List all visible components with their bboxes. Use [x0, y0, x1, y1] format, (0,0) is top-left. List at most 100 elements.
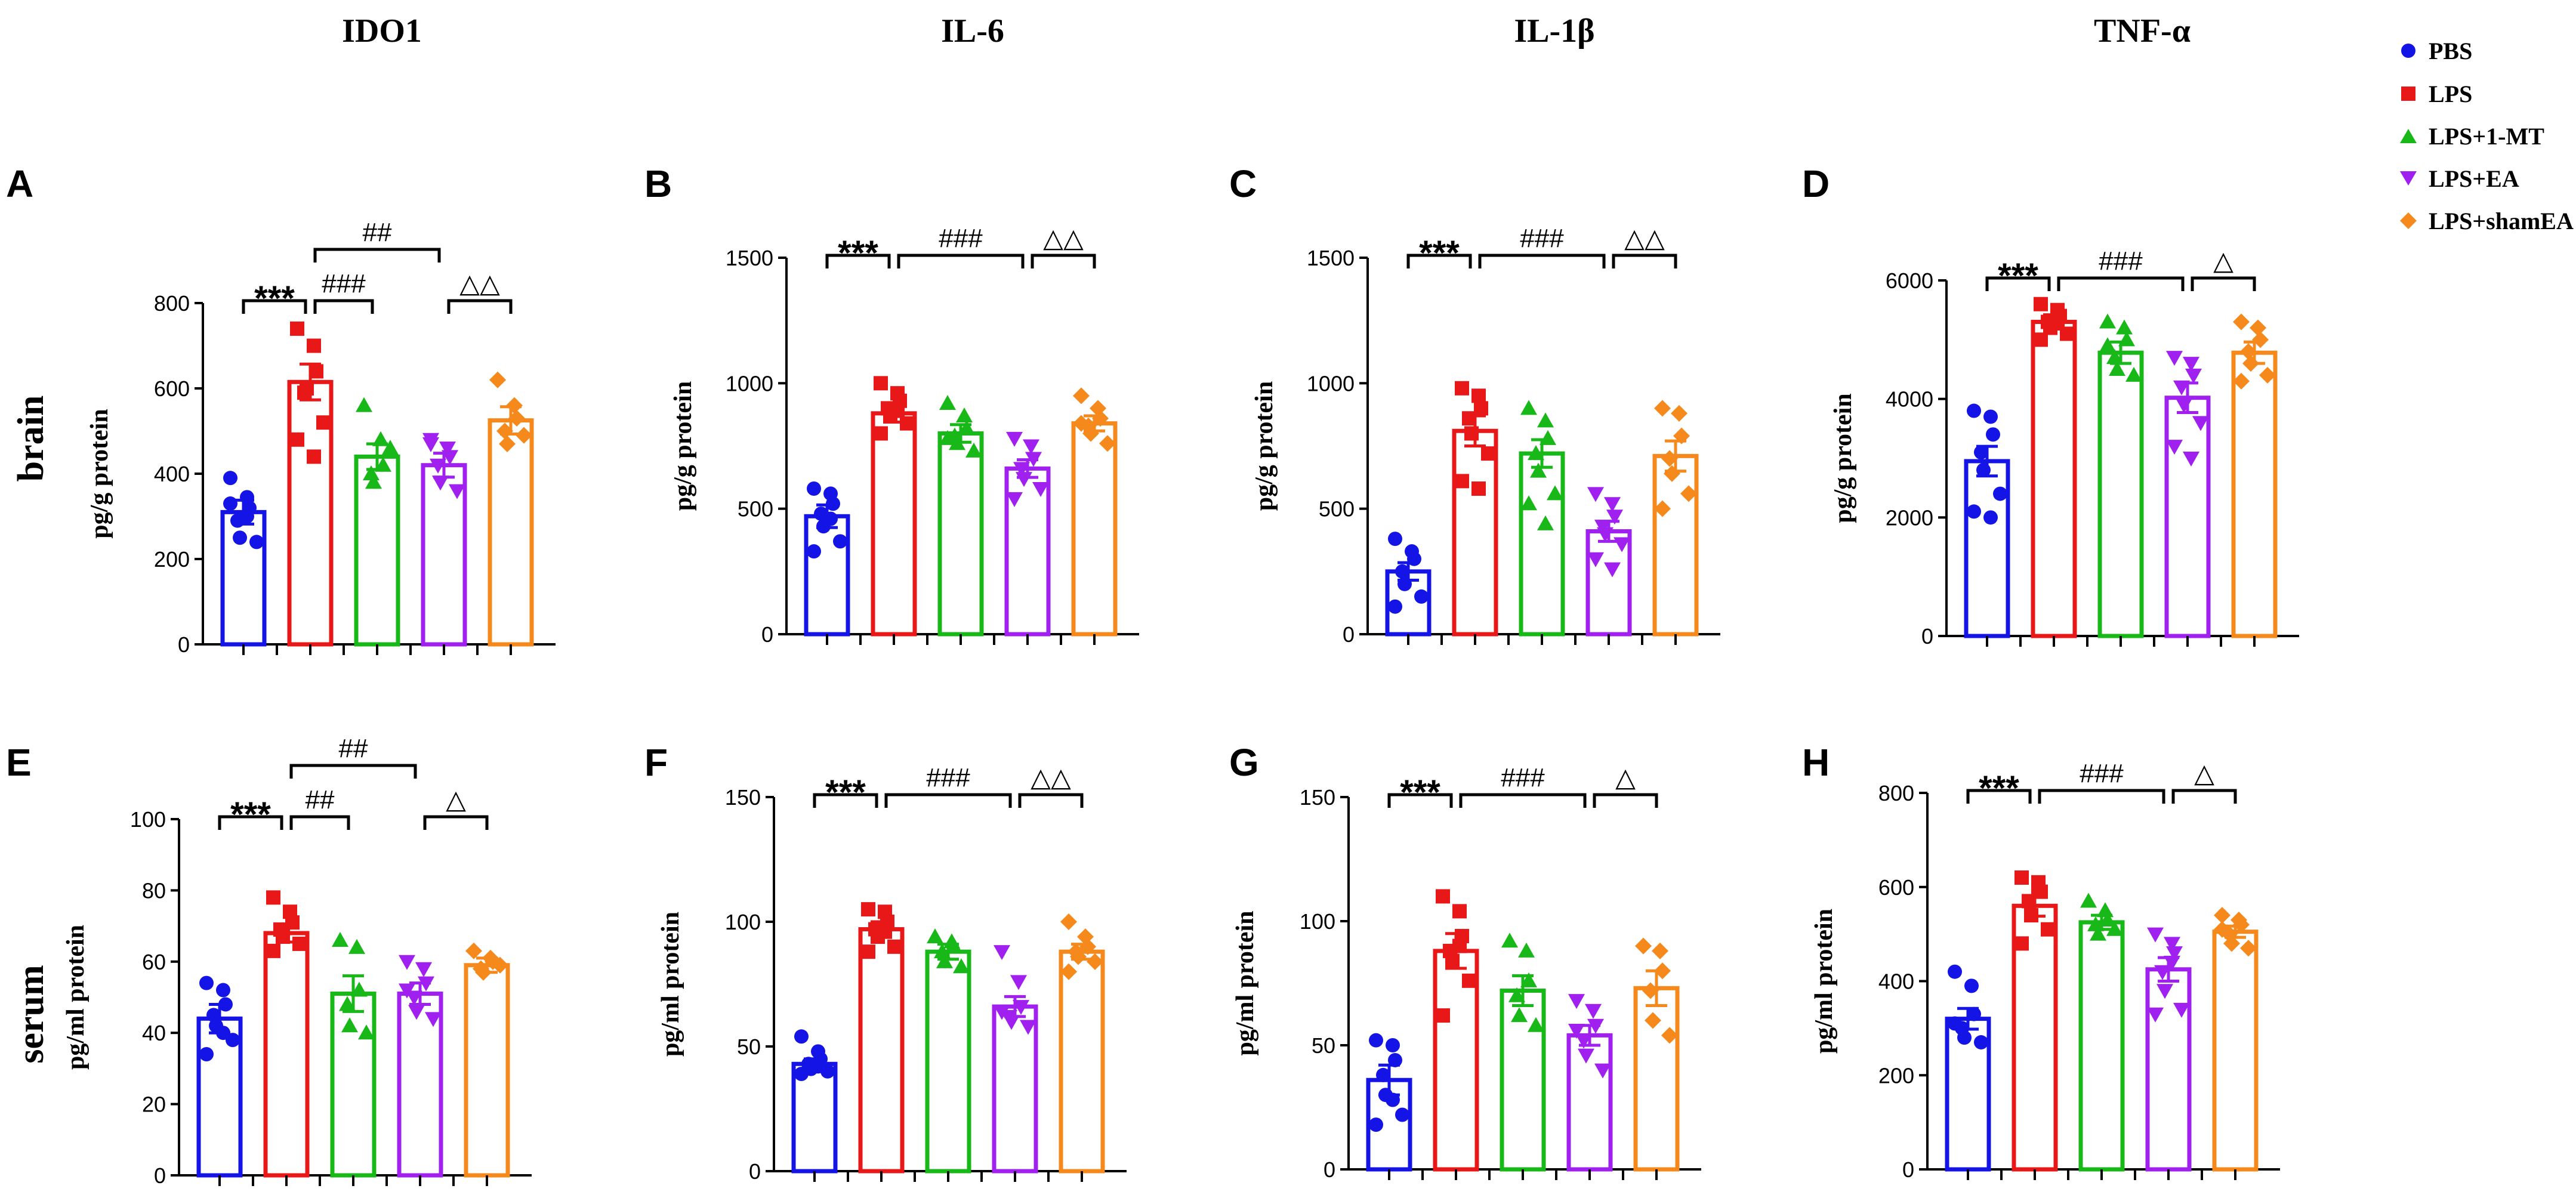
panel-letter: F — [644, 741, 668, 784]
bar-lps-shamea — [1652, 453, 1699, 637]
data-point — [1568, 994, 1585, 1009]
data-point — [1436, 889, 1450, 904]
y-tick-label: 20 — [142, 1092, 166, 1117]
data-point — [1528, 1017, 1544, 1032]
data-point — [1016, 472, 1032, 487]
y-tick-label: 6000 — [1886, 268, 1933, 293]
data-point — [1414, 589, 1429, 604]
bar-lps-shamea — [2231, 350, 2278, 638]
data-point — [1604, 562, 1621, 578]
data-point — [1664, 465, 1680, 482]
data-point — [1436, 1008, 1450, 1023]
bar-lps-1-mt — [2078, 920, 2125, 1172]
data-point — [965, 442, 982, 458]
data-point — [2166, 351, 2183, 366]
data-point — [223, 471, 237, 486]
panel-letter: G — [1229, 741, 1259, 784]
data-point — [1099, 435, 1116, 452]
data-point — [958, 420, 975, 436]
y-tick-label: 0 — [761, 622, 773, 647]
data-point — [1395, 1107, 1409, 1122]
data-point — [1547, 485, 1563, 501]
data-point — [1606, 510, 1623, 525]
data-point — [1369, 1033, 1383, 1048]
significance-label: ### — [1520, 224, 1564, 253]
data-point — [399, 955, 415, 970]
data-point — [216, 983, 230, 998]
data-point — [794, 1029, 809, 1044]
data-point — [874, 376, 888, 391]
y-tick-label: 80 — [142, 878, 166, 903]
lps-ea-marker-icon — [2400, 171, 2417, 186]
data-point — [994, 945, 1010, 961]
y-axis-label: pg/ml protein — [62, 925, 90, 1070]
y-tick-label: 1500 — [1307, 246, 1355, 270]
data-point — [425, 1012, 442, 1027]
significance-label: △△ — [459, 269, 500, 298]
data-point — [1471, 388, 1486, 403]
column-title-tnfa: TNF-α — [2094, 13, 2191, 50]
data-point — [292, 936, 307, 951]
y-tick-label: 1000 — [1307, 371, 1355, 396]
data-point — [1006, 431, 1023, 447]
pbs-marker-icon — [2401, 44, 2415, 58]
data-point — [2106, 349, 2123, 365]
significance-bracket — [1985, 276, 2051, 291]
data-point — [2223, 935, 2240, 952]
legend-entry-pbs: PBS — [2401, 38, 2472, 64]
significance-label: ## — [306, 785, 335, 814]
data-point — [1671, 405, 1687, 422]
data-point — [439, 441, 456, 457]
data-point — [1520, 972, 1537, 987]
data-point — [2041, 922, 2055, 937]
y-tick-label: 0 — [154, 1163, 166, 1188]
bar-lps-shamea — [1633, 986, 1680, 1172]
data-point — [994, 1005, 1010, 1020]
y-tick-label: 100 — [1300, 909, 1335, 934]
data-point — [1060, 963, 1077, 980]
data-point — [290, 321, 304, 336]
significance-label: ### — [926, 763, 970, 792]
panel-letter: H — [1802, 741, 1830, 784]
data-point — [1575, 1033, 1592, 1049]
significance-bracket — [289, 815, 350, 830]
significance-bracket — [447, 299, 513, 314]
bar-lps-1-mt — [2097, 350, 2144, 638]
data-point — [874, 426, 888, 441]
data-point — [1645, 1012, 1661, 1029]
y-axis-label: pg/g protein — [86, 409, 113, 538]
bar-pbs — [804, 514, 850, 637]
data-point — [363, 465, 380, 480]
panel-d: Dpg/g protein 0 2000 4000 6000 *** ### △ — [1802, 162, 2299, 649]
data-point — [290, 432, 304, 447]
data-point — [2166, 440, 2183, 455]
y-tick-label: 60 — [142, 950, 166, 974]
panel-g: Gpg/ml protein 0 50 100 150 *** ### △ — [1229, 741, 1701, 1182]
data-point — [1974, 445, 1988, 460]
bar-lps-ea — [2164, 396, 2211, 638]
data-point — [199, 975, 214, 990]
data-point — [199, 1047, 214, 1062]
data-point — [307, 449, 321, 464]
y-tick-label: 0 — [1343, 622, 1355, 647]
data-point — [449, 484, 465, 499]
data-point — [307, 338, 321, 353]
lps-shamea-marker-icon — [2400, 212, 2417, 229]
data-point — [1537, 515, 1554, 530]
significance-label: ### — [2080, 759, 2124, 788]
significance-bracket — [1478, 254, 1606, 268]
data-point — [2183, 452, 2199, 467]
data-point — [1060, 913, 1077, 930]
data-point — [2252, 331, 2269, 348]
data-point — [2106, 921, 2123, 936]
data-point — [2014, 936, 2029, 951]
lps-1mt-marker-icon — [2400, 129, 2417, 143]
significance-label: △△ — [1031, 763, 1071, 792]
legend-entry-lps-ea: LPS+EA — [2400, 165, 2519, 192]
column-title-il6: IL-6 — [941, 13, 1004, 50]
y-tick-label: 200 — [154, 547, 190, 572]
data-point — [1983, 510, 1998, 525]
data-point — [408, 1005, 425, 1020]
data-point — [465, 942, 482, 959]
